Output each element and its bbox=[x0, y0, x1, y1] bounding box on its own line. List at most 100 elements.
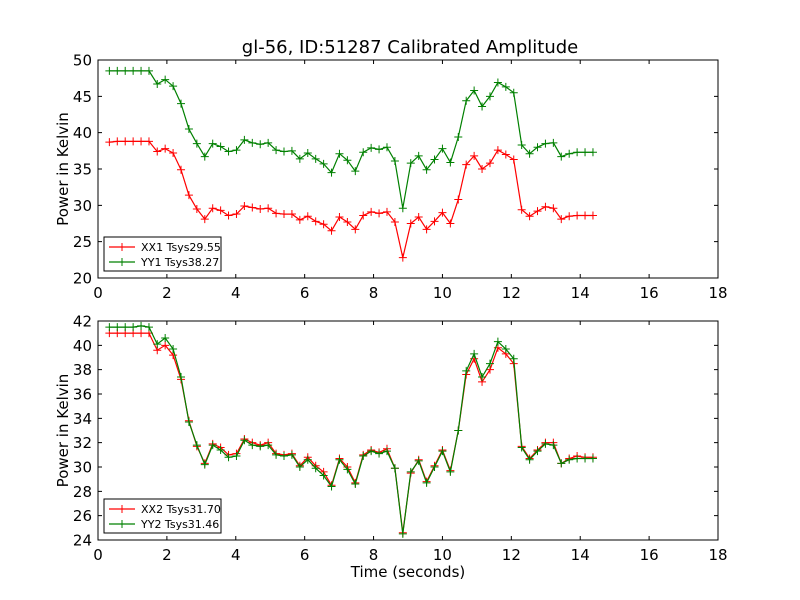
legend-label: XX2 Tsys31.70 bbox=[141, 503, 221, 516]
y-tick-label: 25 bbox=[73, 233, 92, 251]
data-point bbox=[216, 142, 225, 151]
data-point bbox=[485, 159, 494, 168]
y-tick-label: 40 bbox=[73, 337, 92, 355]
data-point bbox=[280, 147, 288, 156]
data-point bbox=[485, 359, 494, 368]
legend-entry: XX1 Tsys29.55 bbox=[109, 241, 221, 254]
data-point bbox=[248, 203, 257, 212]
data-point bbox=[272, 450, 281, 459]
data-point bbox=[144, 66, 153, 75]
data-point bbox=[549, 441, 558, 450]
data-point bbox=[319, 220, 328, 229]
series-line bbox=[109, 140, 593, 258]
data-point bbox=[390, 464, 399, 473]
x-tick-label: 8 bbox=[369, 546, 379, 564]
x-tick-label: 16 bbox=[640, 284, 659, 302]
data-point bbox=[509, 88, 518, 97]
data-point bbox=[581, 148, 590, 157]
data-point bbox=[525, 455, 534, 464]
data-point bbox=[422, 225, 431, 234]
data-point bbox=[430, 155, 439, 164]
data-point bbox=[406, 467, 415, 476]
data-point bbox=[581, 211, 590, 220]
data-point bbox=[557, 215, 566, 224]
data-point bbox=[161, 341, 170, 350]
y-tick-label: 28 bbox=[73, 483, 92, 501]
data-point bbox=[192, 204, 201, 213]
series-line bbox=[109, 70, 593, 209]
data-point bbox=[414, 456, 423, 465]
data-point bbox=[129, 323, 138, 332]
data-point bbox=[541, 202, 550, 211]
data-point bbox=[280, 452, 288, 461]
data-point bbox=[517, 141, 526, 150]
data-point bbox=[367, 447, 376, 456]
data-point bbox=[478, 165, 487, 173]
data-point bbox=[327, 482, 336, 491]
data-point bbox=[153, 340, 162, 349]
data-point bbox=[541, 439, 550, 448]
data-point bbox=[256, 442, 265, 451]
series-1 bbox=[105, 137, 597, 262]
data-point bbox=[224, 211, 233, 220]
series-line bbox=[109, 325, 593, 534]
data-point bbox=[264, 441, 273, 450]
data-point bbox=[588, 454, 597, 463]
y-tick-label: 45 bbox=[73, 88, 92, 106]
data-point bbox=[311, 217, 320, 226]
data-point bbox=[375, 209, 384, 218]
data-point bbox=[533, 447, 542, 456]
data-point bbox=[200, 215, 209, 224]
legend-box bbox=[103, 236, 222, 272]
data-point bbox=[446, 219, 455, 228]
data-point bbox=[430, 217, 439, 226]
data-point bbox=[367, 143, 376, 152]
data-point bbox=[311, 464, 320, 473]
x-tick-label: 16 bbox=[640, 546, 659, 564]
y-tick-label: 42 bbox=[73, 313, 92, 331]
data-point bbox=[525, 149, 534, 158]
data-point bbox=[200, 152, 209, 161]
data-point bbox=[454, 426, 463, 435]
data-point bbox=[422, 478, 431, 487]
data-point bbox=[454, 195, 463, 204]
legend-marker bbox=[118, 258, 126, 266]
data-point bbox=[105, 138, 114, 147]
data-point bbox=[533, 143, 542, 152]
data-point bbox=[565, 455, 574, 464]
data-point bbox=[208, 441, 217, 450]
data-point bbox=[272, 209, 281, 218]
y-tick-label: 35 bbox=[73, 161, 92, 179]
data-point bbox=[113, 137, 122, 146]
data-point bbox=[509, 354, 518, 363]
data-point bbox=[470, 349, 479, 358]
data-point bbox=[478, 372, 487, 381]
data-point bbox=[335, 212, 344, 221]
data-point bbox=[121, 137, 130, 146]
data-point bbox=[287, 146, 296, 155]
data-point bbox=[565, 212, 574, 221]
data-point bbox=[438, 208, 447, 217]
legend-entry: YY1 Tsys38.27 bbox=[109, 256, 219, 269]
data-point bbox=[161, 144, 170, 153]
data-point bbox=[382, 207, 391, 216]
data-point bbox=[438, 144, 447, 153]
data-point bbox=[343, 218, 352, 227]
x-tick-label: 0 bbox=[93, 546, 103, 564]
data-point bbox=[382, 143, 391, 152]
legend-label: YY1 Tsys38.27 bbox=[140, 256, 219, 269]
data-point bbox=[264, 138, 273, 147]
data-point bbox=[375, 449, 384, 458]
data-point bbox=[398, 529, 407, 538]
x-tick-label: 0 bbox=[93, 284, 103, 302]
data-point bbox=[264, 204, 273, 213]
x-tick-label: 12 bbox=[502, 546, 521, 564]
data-point bbox=[129, 137, 138, 146]
x-axis-label: Time (seconds) bbox=[350, 563, 466, 581]
data-point bbox=[525, 212, 534, 221]
data-point bbox=[121, 66, 130, 75]
data-point bbox=[240, 202, 249, 211]
data-point bbox=[493, 337, 502, 346]
data-point bbox=[390, 157, 399, 166]
legend-marker bbox=[118, 243, 126, 251]
